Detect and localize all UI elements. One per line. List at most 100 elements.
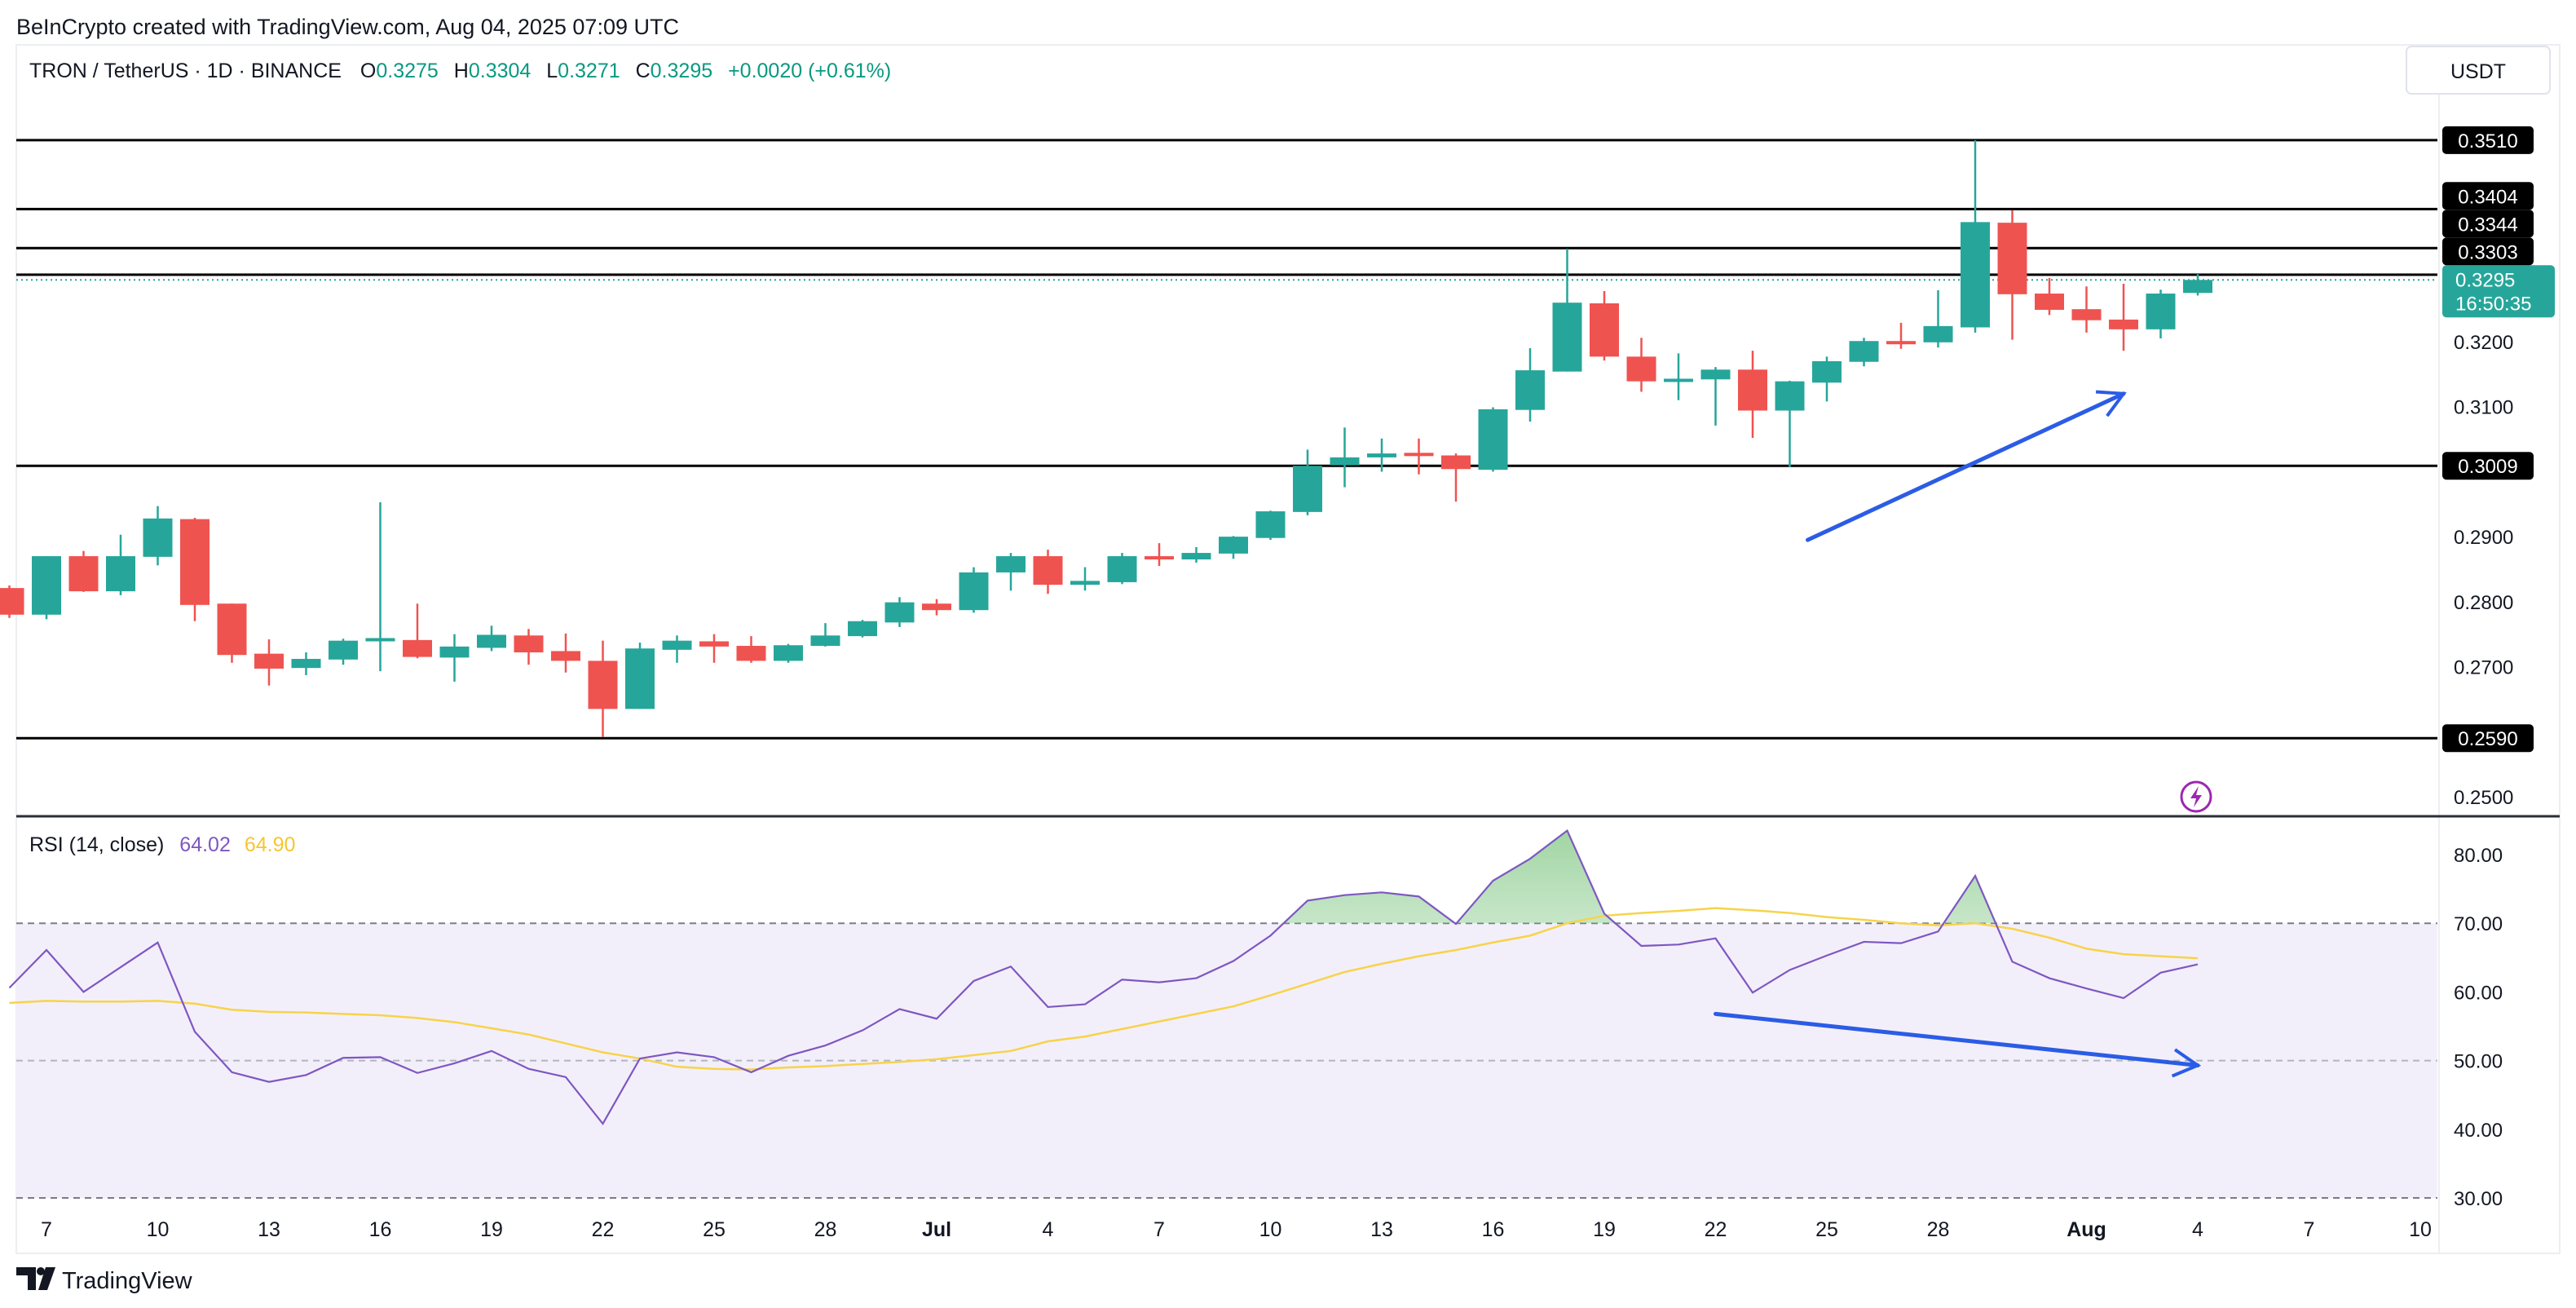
candle[interactable]: [2183, 274, 2212, 296]
rsi-tick-label: 60.00: [2454, 982, 2503, 1004]
level-price-label[interactable]: 0.3404: [2442, 182, 2534, 210]
candle[interactable]: [996, 553, 1026, 591]
level-price-label[interactable]: 0.3510: [2442, 126, 2534, 154]
candle[interactable]: [291, 652, 321, 675]
price-tick-label: 0.2700: [2454, 657, 2513, 679]
level-label-box: [2442, 237, 2534, 266]
rsi-axis[interactable]: 80.00 70.00 60.00 50.00 40.00 30.00: [2454, 845, 2503, 1210]
candle[interactable]: [365, 502, 395, 672]
candle[interactable]: [1107, 553, 1137, 585]
candle[interactable]: [774, 643, 803, 663]
candle[interactable]: [1775, 380, 1805, 467]
candle[interactable]: [217, 603, 247, 663]
candle[interactable]: [959, 567, 989, 613]
candle[interactable]: [180, 518, 210, 621]
candle[interactable]: [1033, 550, 1063, 594]
candle[interactable]: [1700, 367, 1731, 426]
candle[interactable]: [1219, 536, 1248, 559]
candle[interactable]: [1849, 338, 1879, 367]
candle[interactable]: [1664, 353, 1693, 400]
candle[interactable]: [1515, 347, 1545, 422]
candle[interactable]: [736, 636, 766, 663]
candle[interactable]: [1367, 438, 1396, 472]
candle[interactable]: [2071, 286, 2102, 333]
trend-arrow-up[interactable]: [1806, 390, 2127, 542]
candle[interactable]: [1255, 510, 1286, 541]
level-price-label[interactable]: 0.3009: [2442, 452, 2534, 480]
rsi-ma-line: [9, 907, 2199, 1071]
candle[interactable]: [1590, 290, 1619, 361]
candle[interactable]: [1886, 322, 1916, 349]
level-label-box: [2442, 724, 2534, 753]
level-price-label[interactable]: 0.3303: [2442, 237, 2534, 266]
price-axis[interactable]: 0.3200 0.3100 0.2900 0.2800 0.2700 0.2500 0.32…: [2442, 126, 2555, 809]
candle[interactable]: [0, 585, 24, 618]
candle-body: [477, 634, 506, 648]
candle[interactable]: [1812, 356, 1842, 402]
level-price-label[interactable]: 0.3344: [2442, 210, 2534, 238]
date-tick-label: 28: [1927, 1218, 1950, 1241]
candle[interactable]: [143, 506, 173, 566]
candle[interactable]: [810, 623, 840, 647]
candle[interactable]: [1070, 567, 1100, 591]
candle[interactable]: [2146, 289, 2176, 339]
candle[interactable]: [1478, 407, 1508, 472]
candle[interactable]: [1923, 290, 1953, 348]
candle[interactable]: [1552, 249, 1582, 372]
candle-body: [1107, 556, 1137, 582]
candle[interactable]: [329, 639, 358, 665]
candle-body: [1961, 222, 1990, 328]
candle[interactable]: [1145, 543, 1174, 566]
candle[interactable]: [2035, 277, 2064, 316]
date-tick-label: 13: [1370, 1218, 1393, 1241]
symbol-name: TRON / TetherUS · 1D · BINANCE: [29, 60, 342, 82]
date-tick-label: 10: [1259, 1218, 1282, 1241]
candle[interactable]: [32, 556, 61, 620]
candle[interactable]: [1961, 139, 1990, 333]
candle[interactable]: [1626, 338, 1656, 392]
candle[interactable]: [625, 643, 655, 709]
level-price-label[interactable]: 0.2590: [2442, 724, 2534, 753]
close-value: 0.3295: [651, 60, 712, 82]
date-tick-label: 28: [814, 1218, 837, 1241]
candle[interactable]: [922, 599, 951, 616]
candle[interactable]: [477, 625, 506, 652]
candle-body: [1775, 381, 1805, 411]
candle[interactable]: [1404, 438, 1434, 475]
candle[interactable]: [1330, 427, 1360, 488]
candle[interactable]: [848, 620, 877, 638]
lightning-icon[interactable]: [2180, 780, 2212, 813]
candle[interactable]: [662, 635, 692, 663]
candle[interactable]: [1997, 210, 2027, 340]
tradingview-logo-icon: [16, 1267, 36, 1290]
candle[interactable]: [551, 633, 580, 673]
candle[interactable]: [1441, 453, 1471, 502]
candle[interactable]: [254, 639, 284, 686]
candle[interactable]: [1738, 351, 1767, 438]
candle-body: [1293, 466, 1322, 512]
candle[interactable]: [884, 597, 915, 627]
currency-label: USDT: [2450, 60, 2506, 83]
candle[interactable]: [1181, 546, 1211, 563]
low-label: L: [546, 60, 558, 82]
candle[interactable]: [514, 629, 544, 665]
rsi-pane[interactable]: [8, 829, 2438, 1199]
candle[interactable]: [2109, 284, 2138, 351]
candle[interactable]: [588, 640, 618, 737]
candle[interactable]: [106, 534, 135, 595]
candle[interactable]: [403, 603, 432, 659]
high-label: H: [454, 60, 469, 82]
arrow-head: [2095, 390, 2127, 418]
date-tick-label: 25: [1815, 1218, 1838, 1241]
price-pane[interactable]: [0, 139, 2437, 740]
candle[interactable]: [439, 634, 470, 682]
candle[interactable]: [699, 634, 729, 663]
candle[interactable]: [68, 550, 99, 592]
currency-button[interactable]: USDT: [2406, 46, 2551, 95]
tradingview-logo[interactable]: TradingView: [16, 1267, 193, 1294]
candle[interactable]: [1293, 449, 1322, 515]
level-label-text: 0.3009: [2458, 456, 2517, 478]
trend-arrow-down[interactable]: [1714, 1011, 2202, 1078]
time-axis[interactable]: 7 10 13 16 19 22 25 28 Jul 4 7 10 13 16 19 22 25 28 Aug 4 7 1…: [41, 1218, 2432, 1241]
